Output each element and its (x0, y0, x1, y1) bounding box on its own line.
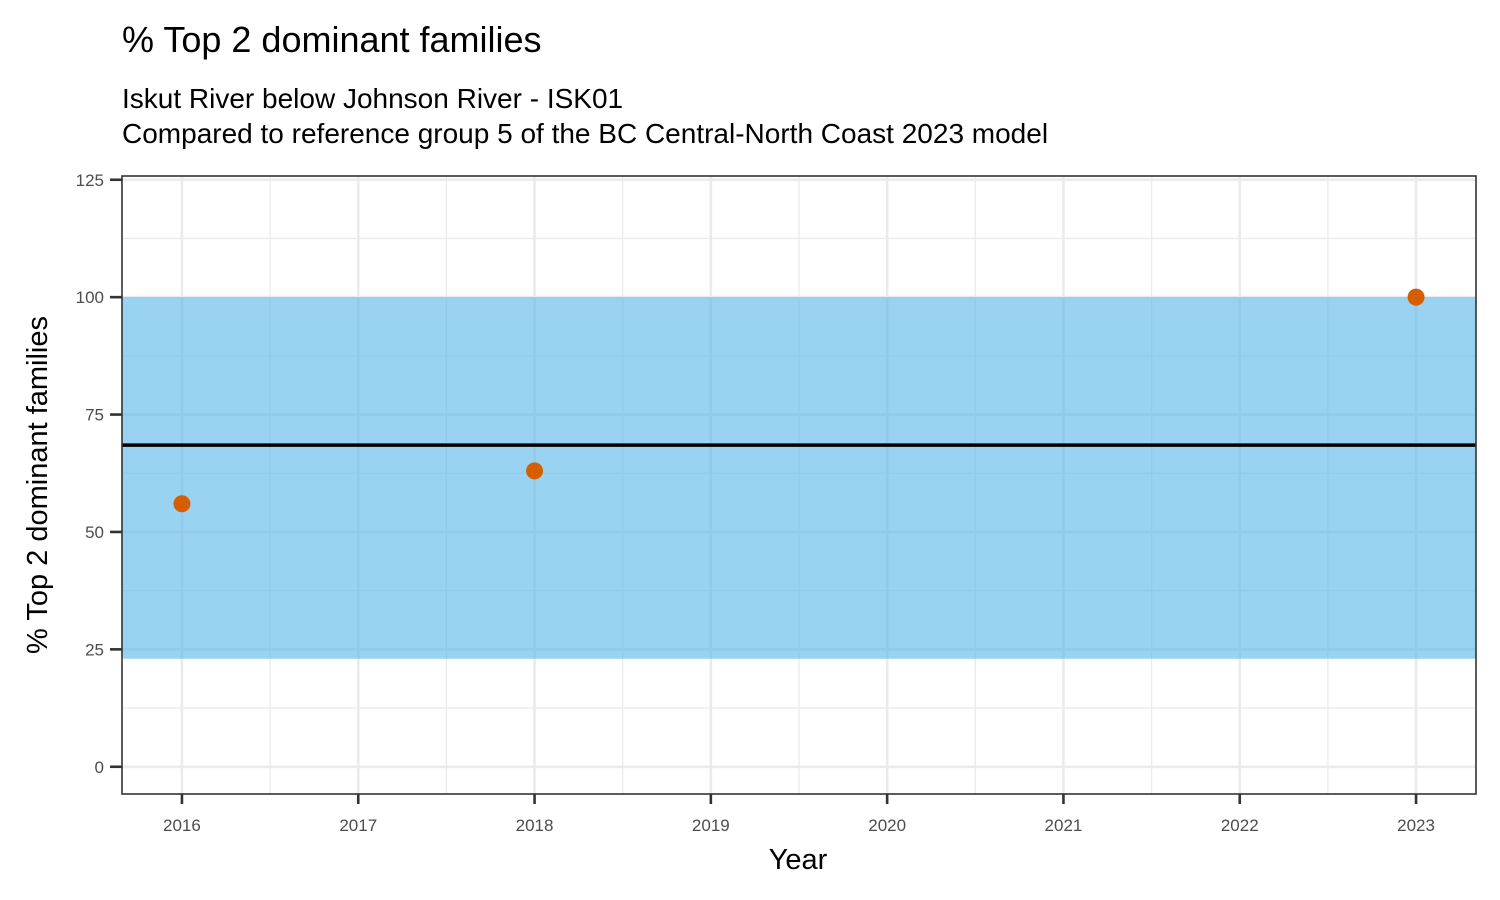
chart-subtitle-line-1: Iskut River below Johnson River - ISK01 (122, 83, 623, 114)
data-point (1407, 288, 1425, 306)
plot-border (121, 175, 1477, 795)
data-point (526, 462, 544, 480)
data-point (173, 495, 191, 513)
x-tick-label: 2019 (692, 816, 730, 835)
y-tick-label: 25 (85, 640, 104, 659)
x-tick-label: 2016 (163, 816, 201, 835)
x-axis: 2016 2017 2018 2019 2020 2021 2022 2023 (163, 794, 1435, 835)
x-tick-label: 2021 (1045, 816, 1083, 835)
x-tick-label: 2017 (339, 816, 377, 835)
x-axis-title: Year (769, 844, 828, 876)
y-tick-label: 0 (95, 758, 104, 777)
x-tick-label: 2023 (1397, 816, 1435, 835)
y-axis-title: % Top 2 dominant families (22, 316, 54, 654)
x-tick-label: 2022 (1221, 816, 1259, 835)
reference-band (122, 297, 1476, 659)
chart-title: % Top 2 dominant families (122, 19, 542, 60)
y-tick-label: 100 (76, 288, 104, 307)
y-tick-label: 50 (85, 523, 104, 542)
chart-subtitle-line-2: Compared to reference group 5 of the BC … (122, 118, 1048, 149)
x-tick-label: 2018 (516, 816, 554, 835)
x-tick-label: 2020 (868, 816, 906, 835)
y-axis: 0 25 50 75 100 125 (76, 171, 122, 777)
data-points (173, 288, 1425, 513)
y-tick-label: 125 (76, 171, 104, 190)
y-tick-label: 75 (85, 406, 104, 425)
